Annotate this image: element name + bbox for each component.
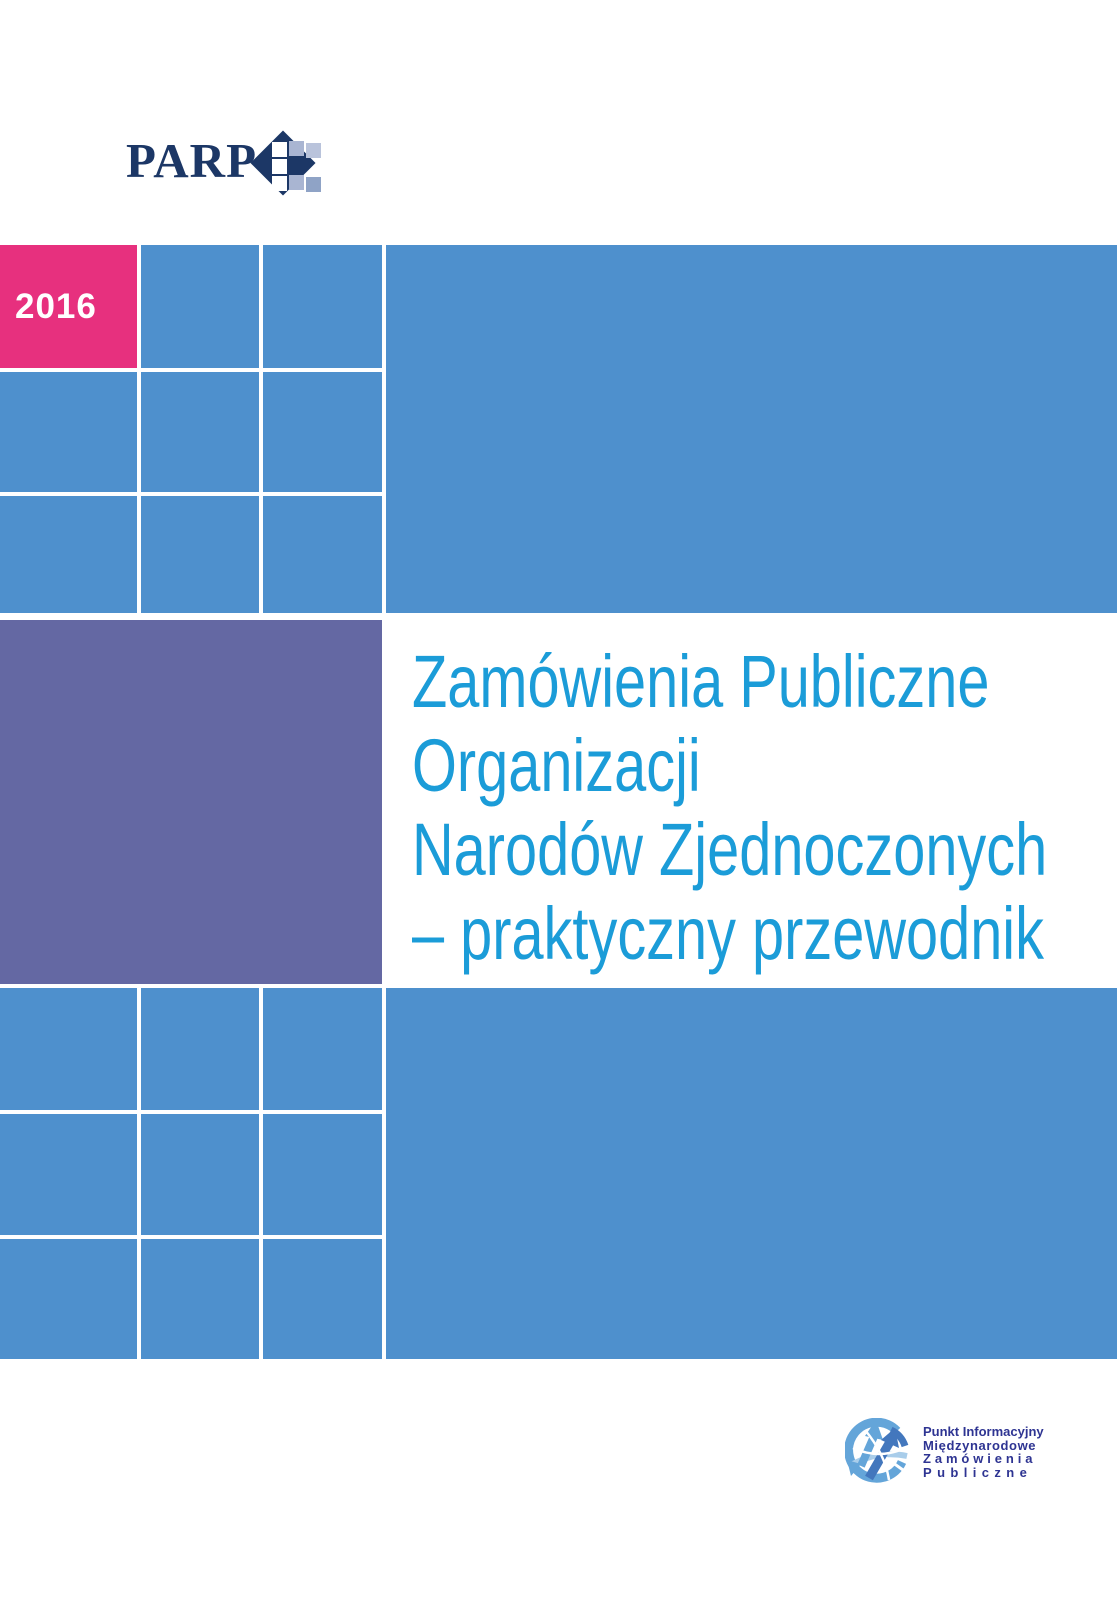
footer-logo-text: Punkt Informacyjny Międzynarodowe Zamówi… <box>923 1425 1044 1479</box>
grid-cell <box>141 988 259 1110</box>
grid-cell <box>263 372 382 492</box>
title-line: Narodów Zjednoczonych <box>412 808 1048 891</box>
parp-diamond-logo-icon <box>246 128 324 198</box>
grid-block-bottom-right <box>386 988 1117 1359</box>
title-line: – praktyczny przewodnik <box>412 892 1044 975</box>
logo-square <box>272 159 287 174</box>
grid-cell <box>0 496 137 613</box>
footer-logo: Punkt Informacyjny Międzynarodowe Zamówi… <box>845 1418 1045 1493</box>
grid-cell <box>263 1114 382 1235</box>
year-label: 2016 <box>15 286 97 326</box>
logo-square <box>272 142 287 157</box>
logo-square <box>306 143 321 158</box>
title-line: Zamówienia Publiczne <box>412 640 990 723</box>
purple-block <box>0 620 382 984</box>
parp-logo: PARP <box>126 128 326 200</box>
globe-arrows-icon <box>845 1418 909 1483</box>
grid-cell <box>141 1239 259 1359</box>
logo-square <box>289 141 304 156</box>
footer-logo-line: Punkt Informacyjny <box>923 1424 1044 1439</box>
grid-block-top-right <box>386 245 1117 613</box>
logo-square <box>306 177 321 192</box>
grid-cell <box>263 988 382 1110</box>
grid-cell <box>0 988 137 1110</box>
footer-logo-line: Międzynarodowe <box>923 1437 1037 1453</box>
logo-square <box>272 176 287 191</box>
grid-cell <box>0 1114 137 1235</box>
parp-wordmark: PARP <box>126 133 257 188</box>
grid-cell <box>141 245 259 368</box>
year-badge: 2016 <box>0 245 137 368</box>
grid-cell <box>0 372 137 492</box>
footer-logo-line: Publiczne <box>923 1464 1033 1480</box>
cover-title: Zamówienia Publiczne Organizacji Narodów… <box>412 640 1083 976</box>
grid-cell <box>0 1239 137 1359</box>
title-line: Organizacji <box>412 724 701 807</box>
grid-cell <box>263 496 382 613</box>
grid-cell <box>141 372 259 492</box>
logo-square <box>289 175 304 190</box>
grid-cell <box>263 1239 382 1359</box>
grid-cell <box>263 245 382 368</box>
grid-cell <box>141 496 259 613</box>
grid-cell <box>141 1114 259 1235</box>
footer-logo-line: Zamówienia <box>923 1451 1037 1467</box>
